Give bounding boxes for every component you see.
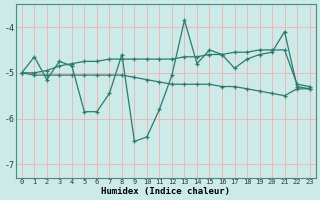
X-axis label: Humidex (Indice chaleur): Humidex (Indice chaleur): [101, 187, 230, 196]
